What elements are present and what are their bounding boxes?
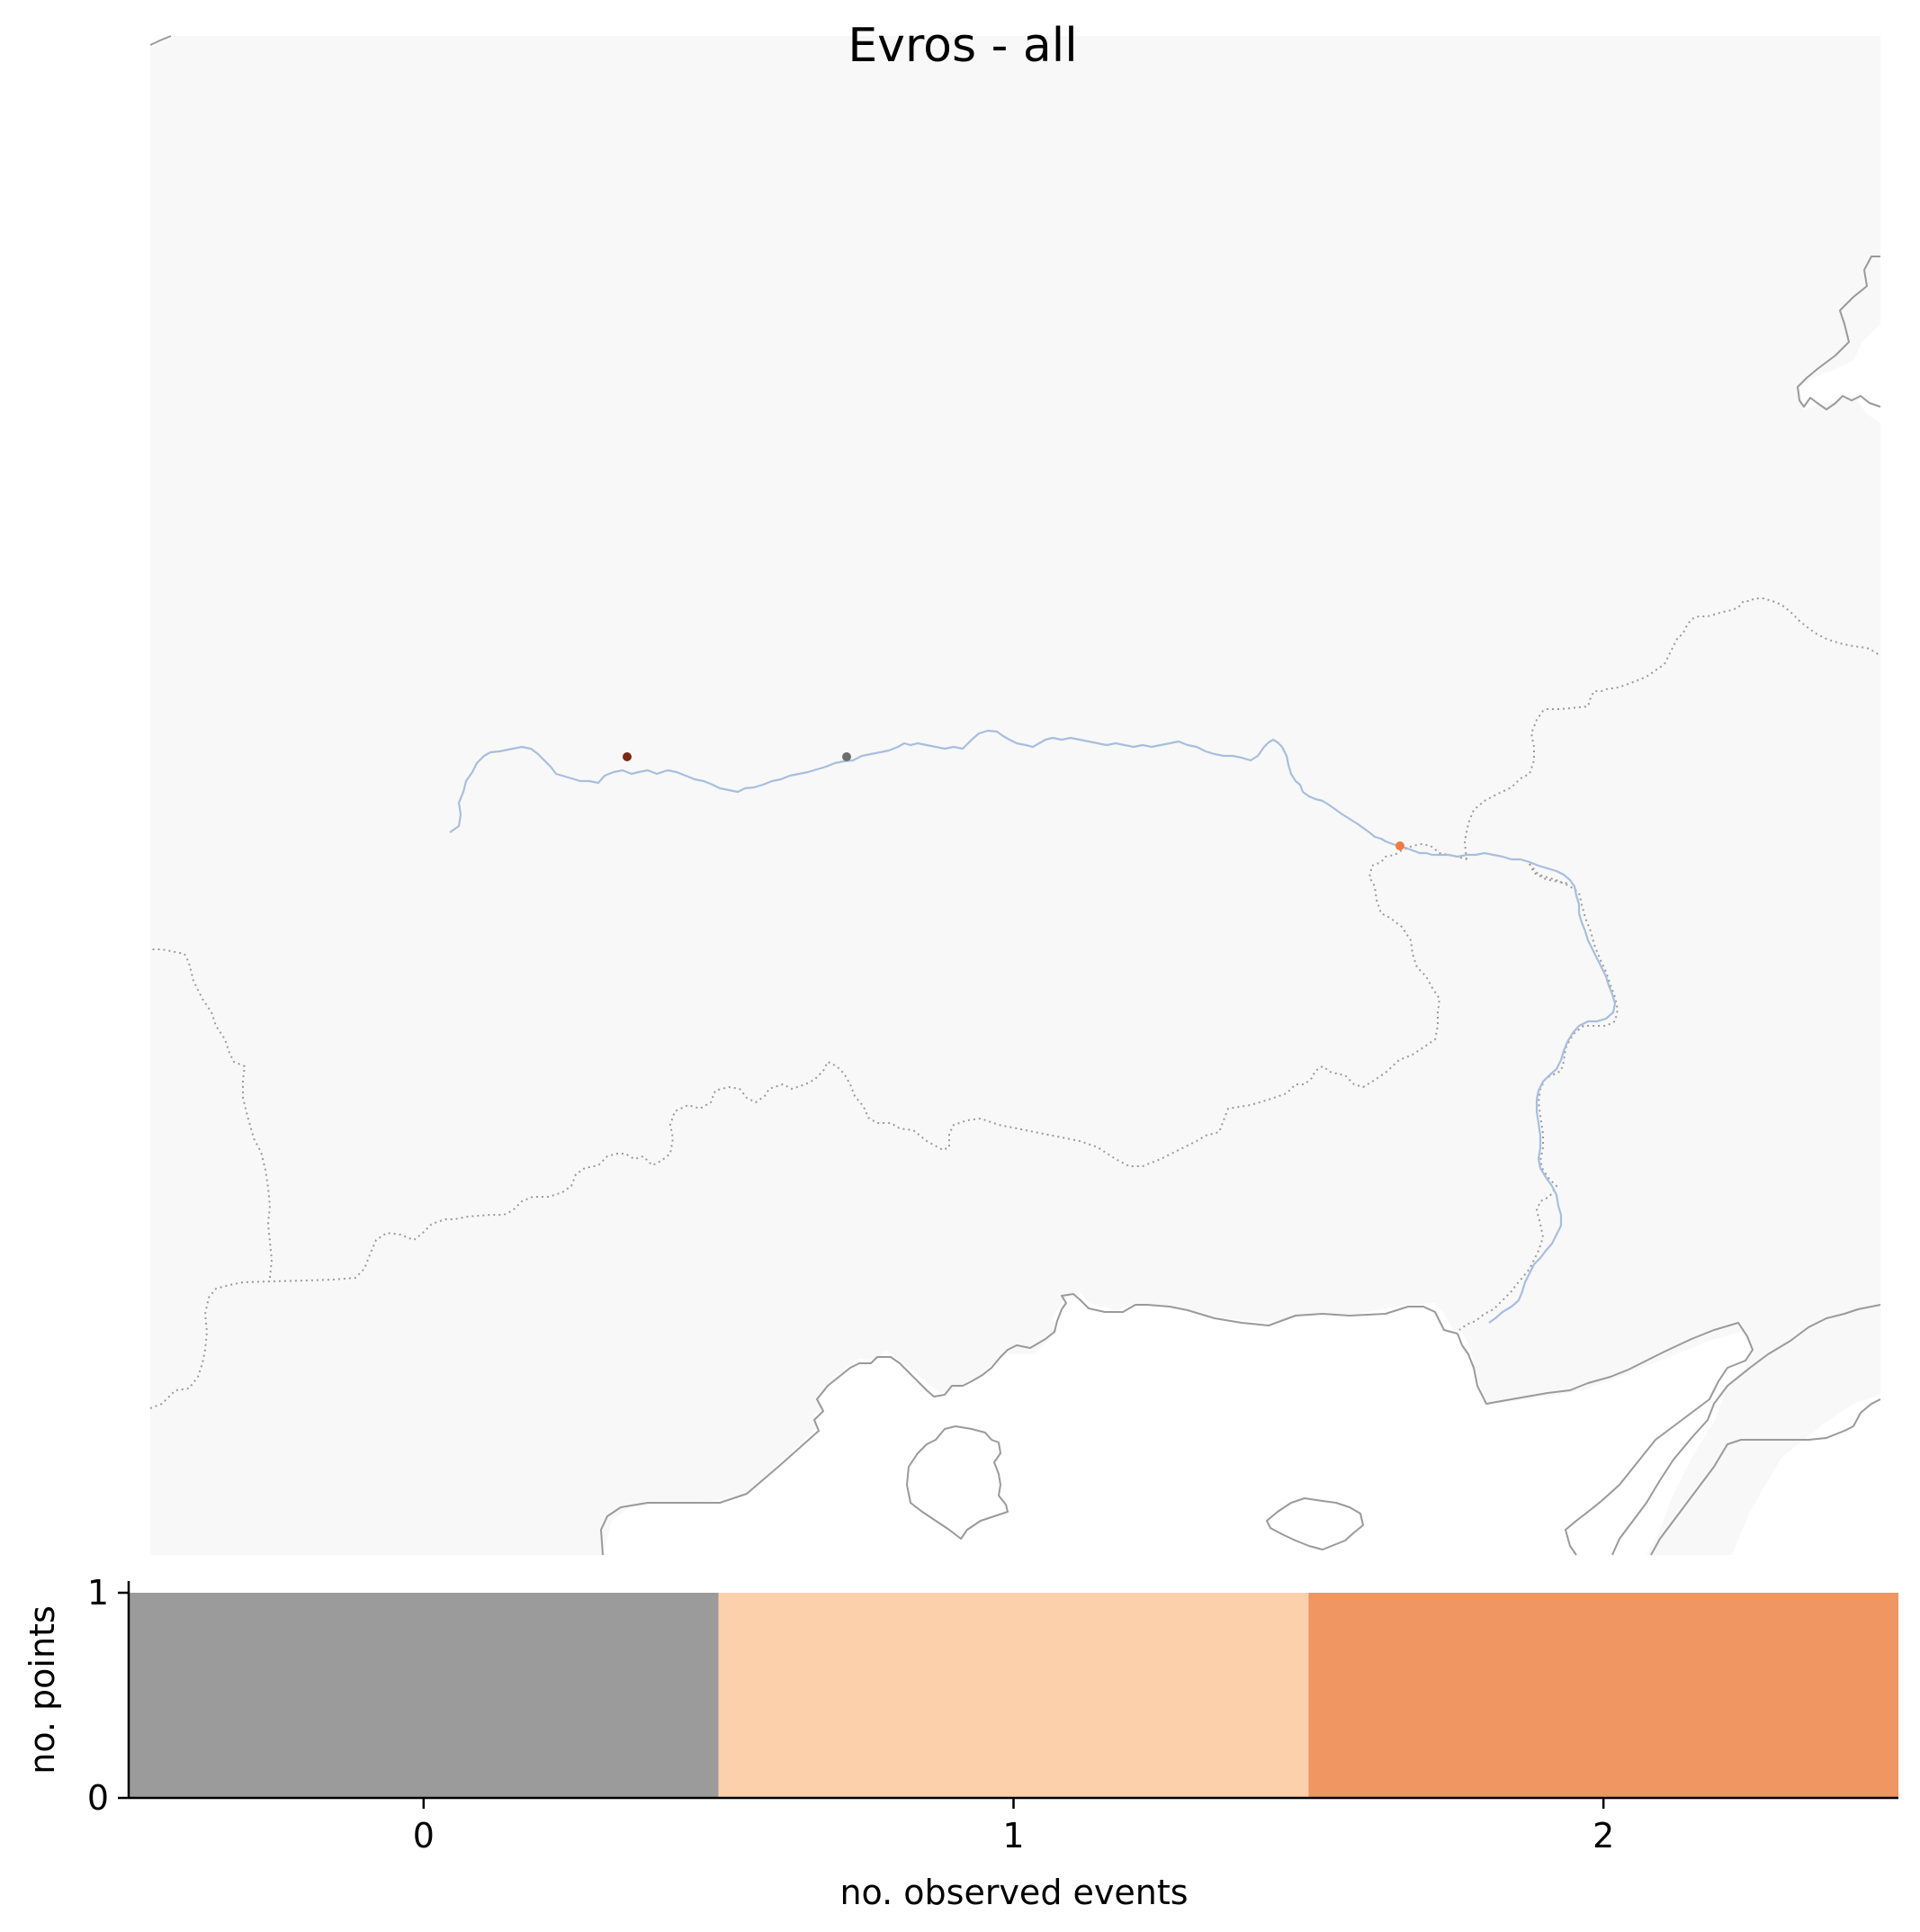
point-grey — [842, 752, 851, 761]
x-tick-label: 1 — [1002, 1816, 1024, 1856]
mainland-coastline — [600, 1293, 1458, 1556]
map-title: Evros - all — [848, 19, 1077, 73]
map-panel: Evros - all — [149, 19, 1881, 1556]
sea-top-right — [1799, 324, 1880, 423]
point-orange — [1395, 841, 1404, 850]
turkey-coastline — [1650, 1398, 1881, 1556]
point-dark-red — [623, 752, 632, 761]
evros-loop-border — [1529, 863, 1571, 885]
x-tick-label: 0 — [413, 1816, 435, 1856]
thrace-coastline — [1457, 1322, 1754, 1556]
thasos-island — [906, 1425, 1009, 1540]
black-sea-coastline — [1797, 256, 1881, 410]
x-ticks: 0 1 2 — [413, 1798, 1614, 1856]
top-left-corner-line — [149, 35, 172, 46]
greece-bulgaria-border — [149, 947, 274, 1279]
bar-1 — [718, 1593, 1309, 1798]
gallipoli-coastline — [1611, 1304, 1881, 1556]
bars — [129, 1593, 1898, 1798]
y-tick-label: 0 — [87, 1778, 109, 1818]
evros-river — [449, 729, 1617, 1324]
map-land-background — [150, 36, 1880, 1555]
bulgaria-turkey-greece-border — [149, 842, 1467, 1409]
sea-right — [1732, 1395, 1880, 1555]
samothrace-island — [1266, 1497, 1364, 1550]
bar-0 — [129, 1593, 719, 1798]
y-tick-label: 1 — [87, 1573, 109, 1613]
y-ticks: 01 — [87, 1573, 129, 1818]
y-axis-label: no. points — [22, 1605, 62, 1775]
bar-2 — [1308, 1593, 1898, 1798]
x-tick-label: 2 — [1593, 1816, 1614, 1856]
x-axis-label: no. observed events — [839, 1873, 1188, 1912]
